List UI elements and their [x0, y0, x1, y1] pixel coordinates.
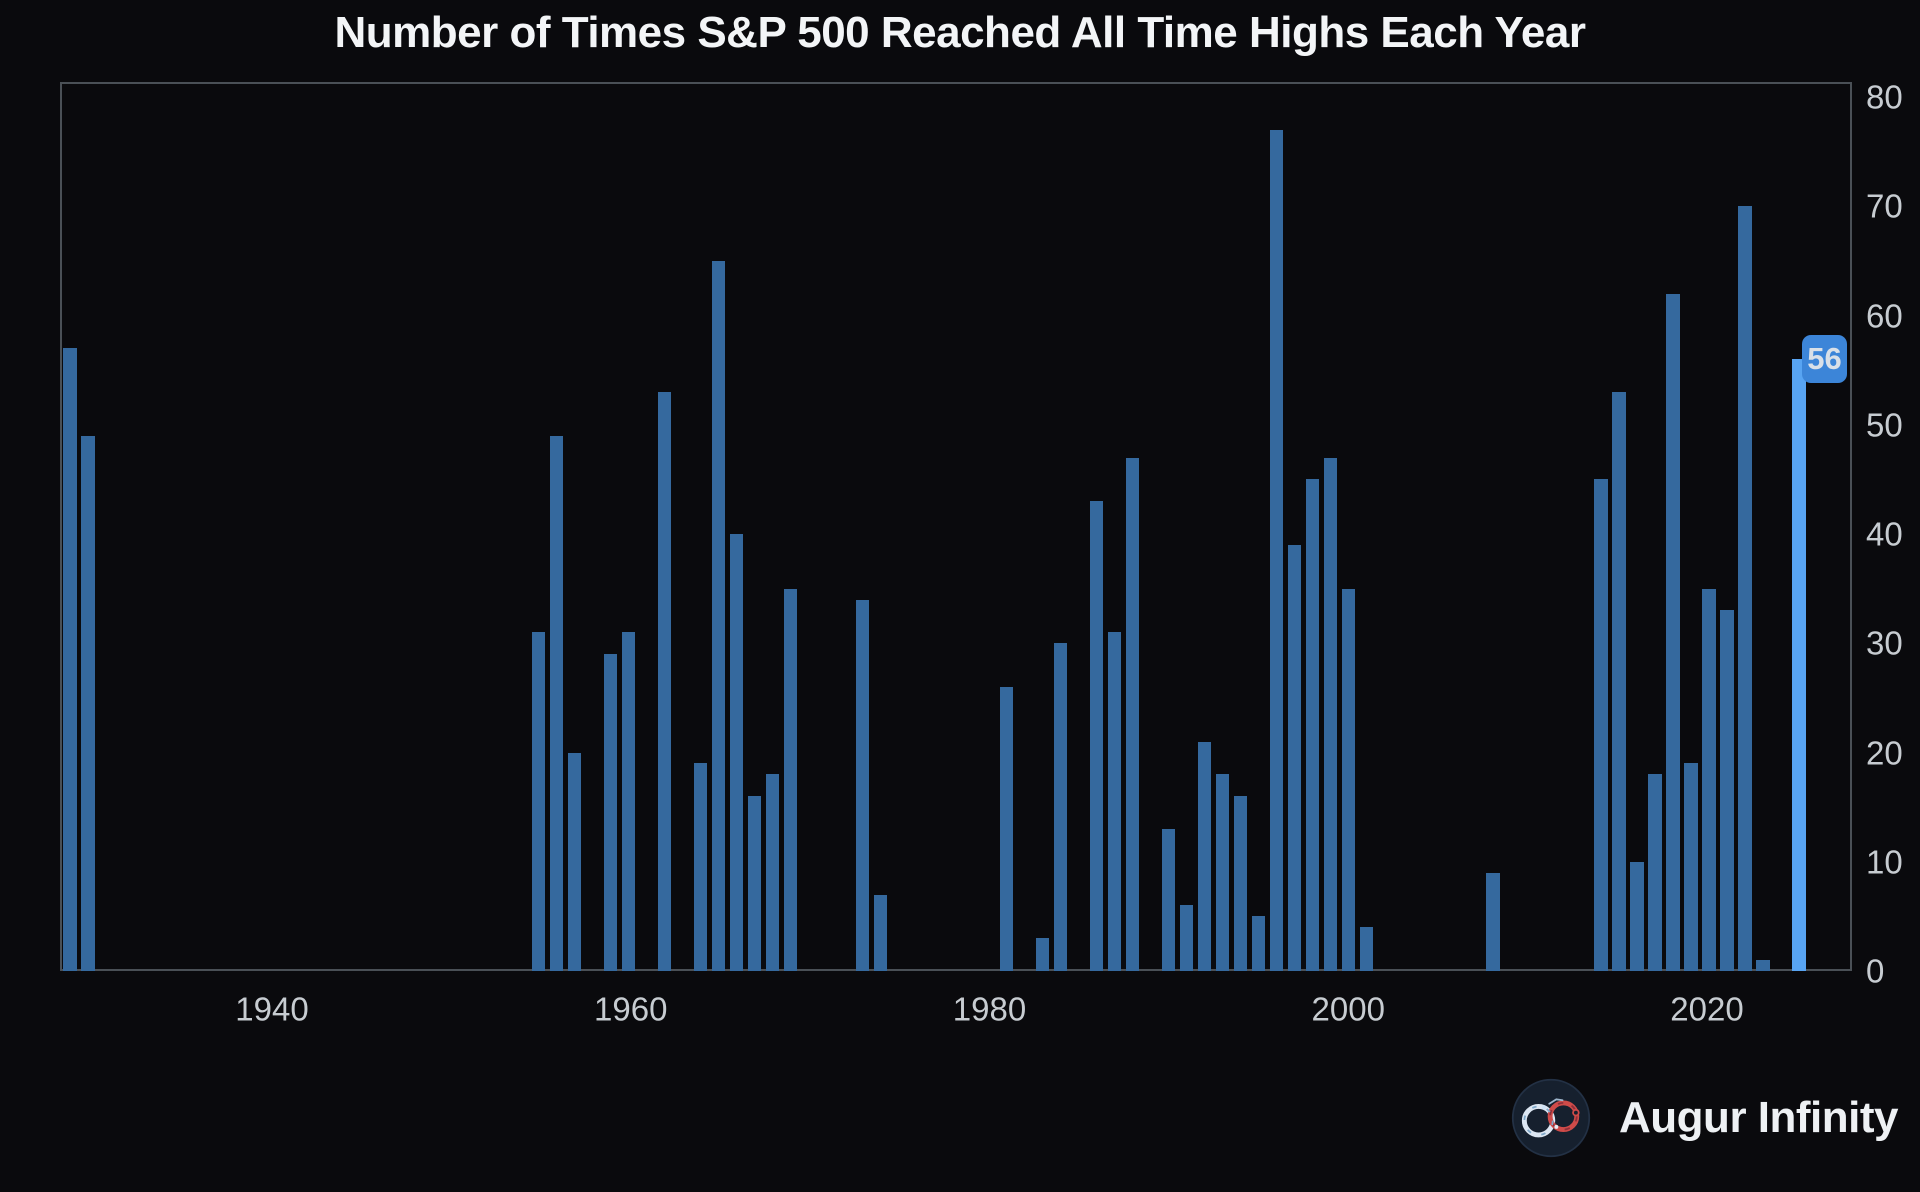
bar[interactable]	[999, 686, 1014, 971]
y-axis-tick-label: 10	[1866, 843, 1903, 881]
bar[interactable]	[1756, 960, 1770, 971]
bar-highlighted[interactable]	[1792, 359, 1806, 971]
bar[interactable]	[1233, 796, 1248, 971]
bar[interactable]	[693, 763, 708, 971]
bar[interactable]	[747, 796, 762, 971]
bar[interactable]	[1323, 457, 1338, 971]
bar[interactable]	[621, 632, 636, 971]
x-axis-tick-label: 1980	[952, 990, 1027, 1028]
x-axis-tick-label: 2000	[1311, 990, 1385, 1028]
plot-area	[60, 82, 1852, 971]
bar[interactable]	[1287, 544, 1302, 971]
bar[interactable]	[81, 435, 95, 971]
bar[interactable]	[531, 632, 545, 971]
bar[interactable]	[1107, 632, 1122, 971]
bar[interactable]	[1089, 501, 1104, 971]
bar[interactable]	[1648, 774, 1662, 971]
infinity-logo-icon	[1511, 1078, 1591, 1158]
bar[interactable]	[63, 348, 77, 971]
bar[interactable]	[567, 752, 582, 971]
bar[interactable]	[711, 260, 726, 971]
bar[interactable]	[1630, 861, 1644, 971]
bar[interactable]	[855, 599, 870, 971]
bar[interactable]	[549, 435, 564, 971]
y-axis-tick-label: 40	[1866, 515, 1903, 553]
bar[interactable]	[1738, 206, 1752, 971]
bar[interactable]	[1125, 457, 1140, 971]
bar[interactable]	[1035, 938, 1050, 971]
bar[interactable]	[603, 654, 618, 971]
bar[interactable]	[1269, 129, 1284, 971]
bar[interactable]	[873, 894, 888, 971]
x-axis-tick-label: 1940	[235, 990, 309, 1028]
y-axis-tick-label: 50	[1866, 406, 1903, 444]
x-axis-tick-label: 2020	[1670, 990, 1744, 1028]
bar[interactable]	[1161, 828, 1176, 971]
value-annotation-badge: 56	[1802, 335, 1847, 383]
bar[interactable]	[1486, 872, 1500, 971]
bar[interactable]	[1341, 588, 1356, 971]
bar[interactable]	[1179, 905, 1194, 971]
y-axis-tick-label: 80	[1866, 78, 1903, 116]
bar[interactable]	[1197, 741, 1212, 971]
chart-title: Number of Times S&P 500 Reached All Time…	[334, 8, 1586, 57]
bar[interactable]	[1612, 391, 1626, 971]
bar[interactable]	[765, 774, 780, 971]
y-axis-tick-label: 0	[1866, 952, 1885, 990]
bar[interactable]	[1666, 293, 1680, 971]
bar[interactable]	[1702, 588, 1716, 971]
x-axis-tick-label: 1960	[594, 990, 668, 1028]
brand-name: Augur Infinity	[1619, 1093, 1898, 1142]
bar[interactable]	[1359, 927, 1374, 971]
bar[interactable]	[1215, 774, 1230, 971]
y-axis-tick-label: 30	[1866, 624, 1903, 662]
bar[interactable]	[783, 588, 798, 971]
y-axis-tick-label: 70	[1866, 187, 1903, 225]
y-axis-tick-label: 20	[1866, 734, 1903, 771]
bar[interactable]	[1053, 643, 1068, 971]
bar[interactable]	[1251, 916, 1266, 971]
y-axis-tick-label: 60	[1866, 297, 1903, 334]
bar[interactable]	[1684, 763, 1698, 971]
bar[interactable]	[1305, 479, 1320, 971]
branding: Augur Infinity	[1511, 1078, 1906, 1158]
bar[interactable]	[657, 391, 672, 971]
bar[interactable]	[1594, 479, 1608, 971]
bar[interactable]	[1720, 610, 1734, 971]
bar[interactable]	[729, 534, 744, 971]
